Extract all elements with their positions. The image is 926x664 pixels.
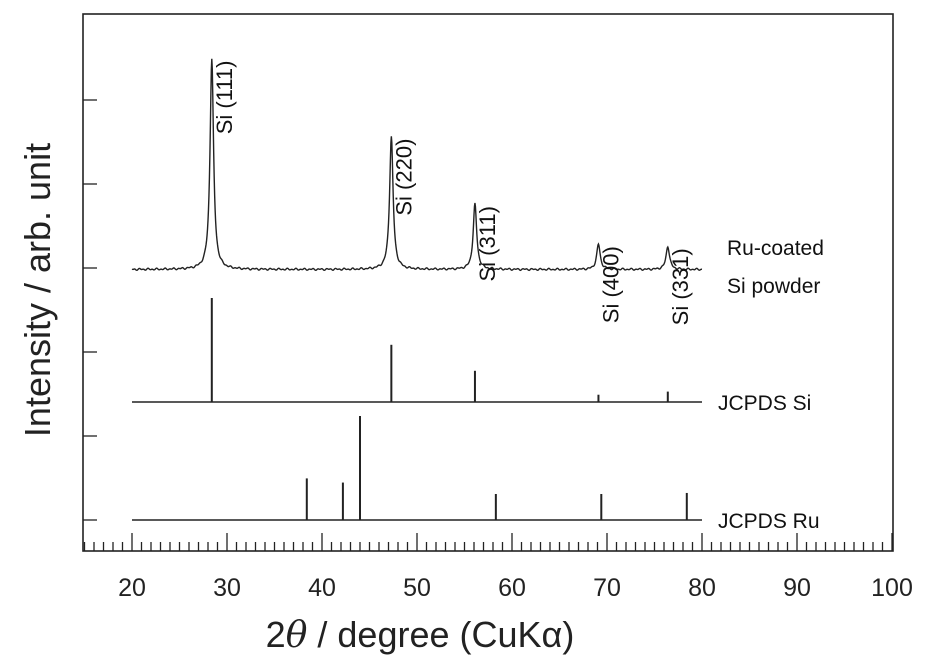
x-axis-title: 2θ / degree (CuKα) bbox=[266, 614, 575, 656]
series-label: JCPDS Ru bbox=[718, 510, 820, 533]
x-tick-label: 80 bbox=[688, 574, 716, 602]
series-label: Ru-coated bbox=[727, 237, 824, 260]
x-axis-ticks: 20 30 40 50 60 70 80 90 100 bbox=[83, 533, 913, 602]
peak-label: Si (331) bbox=[668, 248, 693, 325]
x-tick-label: 20 bbox=[118, 574, 146, 602]
x-tick-label: 90 bbox=[783, 574, 811, 602]
x-tick-label: 60 bbox=[498, 574, 526, 602]
peak-label: Si (400) bbox=[598, 246, 623, 323]
peak-label: Si (220) bbox=[391, 139, 416, 216]
peak-label: Si (111) bbox=[212, 61, 237, 135]
y-axis-title: Intensity / arb. unit bbox=[17, 143, 58, 437]
series-label: JCPDS Si bbox=[718, 392, 811, 415]
y-axis-ticks bbox=[83, 99, 97, 521]
series-label: Si powder bbox=[727, 275, 820, 298]
series-3: JCPDS Ru bbox=[132, 416, 820, 533]
x-tick-label: 100 bbox=[871, 574, 913, 602]
x-tick-label: 30 bbox=[213, 574, 241, 602]
series-layer: Si (111) Si (220) Si (311) Si (400) Si (331)… bbox=[131, 58, 824, 533]
x-tick-label: 70 bbox=[593, 574, 621, 602]
series-2: JCPDS Si bbox=[132, 298, 811, 415]
x-tick-label: 40 bbox=[308, 574, 336, 602]
x-tick-label: 50 bbox=[403, 574, 431, 602]
peak-label: Si (311) bbox=[475, 206, 500, 281]
series-1: Si (111) Si (220) Si (311) Si (400) Si (331)… bbox=[131, 58, 824, 325]
xrd-profile-line bbox=[131, 58, 703, 272]
plot-frame bbox=[82, 13, 894, 552]
